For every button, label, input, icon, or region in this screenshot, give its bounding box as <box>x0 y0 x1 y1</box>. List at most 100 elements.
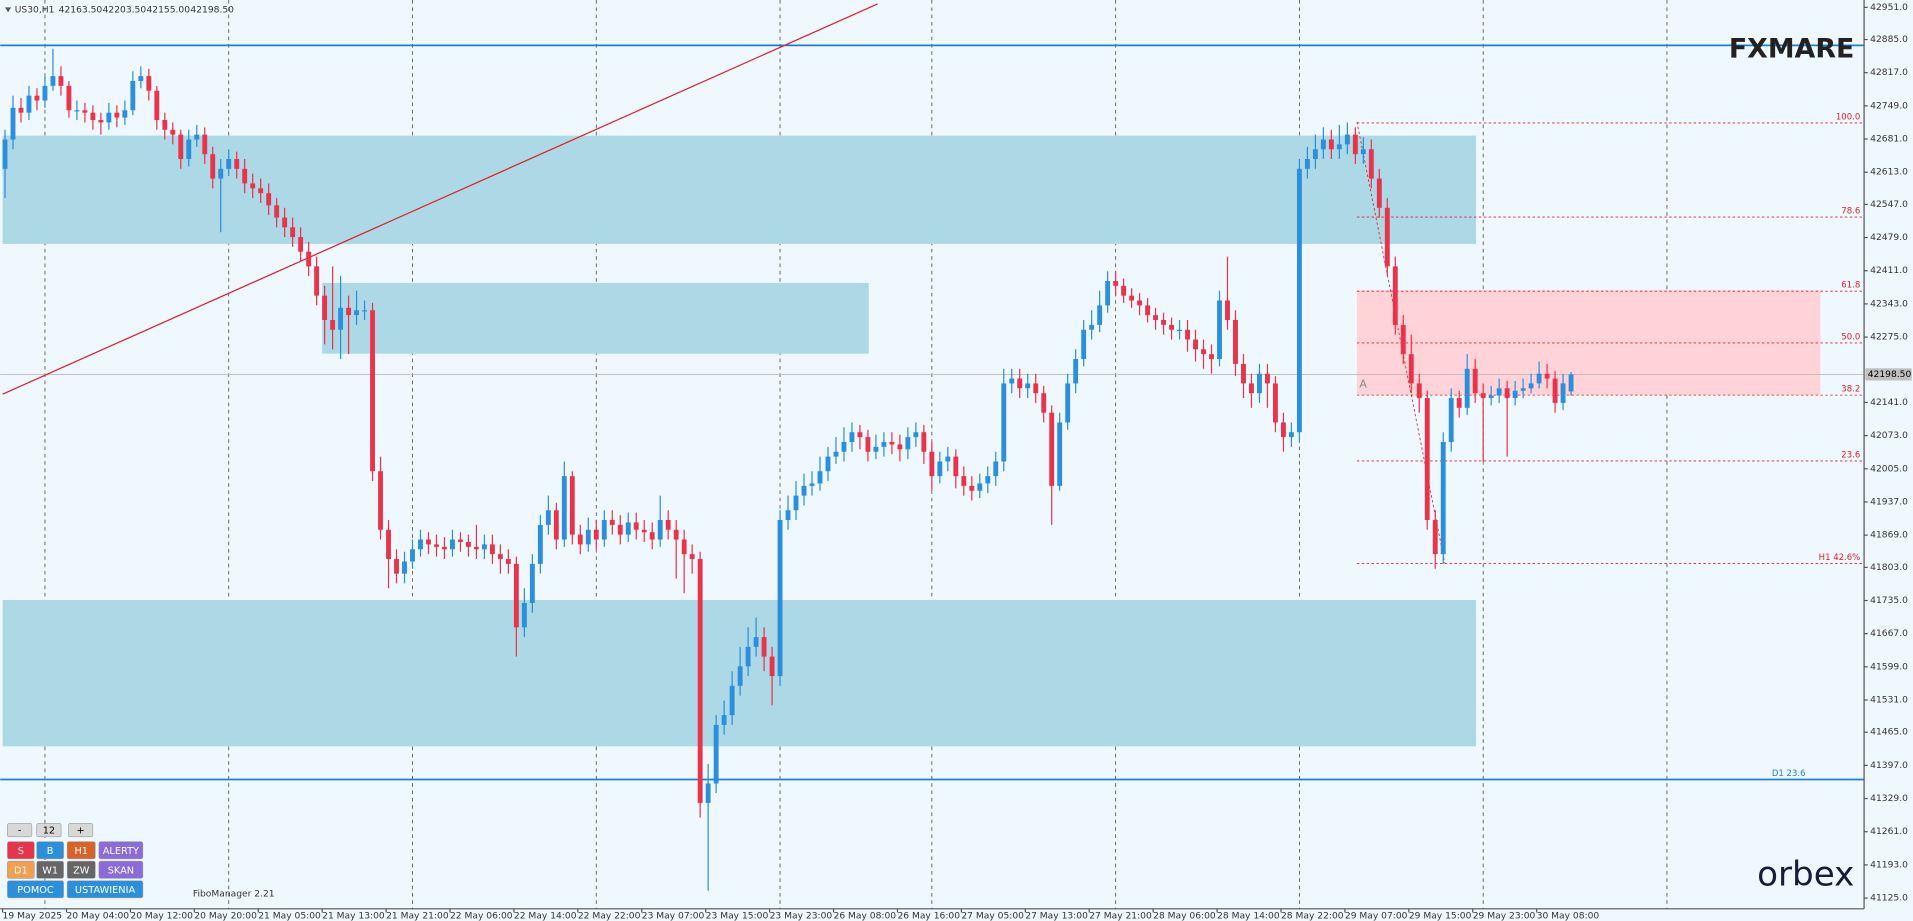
control-button[interactable]: S <box>7 841 35 860</box>
y-tick-label: 42141.0 <box>1870 398 1908 408</box>
candle-body <box>282 217 288 228</box>
candle-body <box>633 522 639 530</box>
candle-body <box>1440 441 1446 555</box>
control-button-bg[interactable] <box>36 841 64 860</box>
control-button-bg[interactable] <box>98 860 144 879</box>
y-tick-label: 42547.0 <box>1870 200 1908 210</box>
y-tick-label: 41531.0 <box>1870 696 1908 706</box>
fibo-label: 38.2 <box>1841 385 1860 395</box>
stepper-button-label[interactable]: - <box>18 826 22 837</box>
control-button[interactable]: ZW <box>66 860 96 879</box>
candle-body <box>1328 139 1334 150</box>
stepper-button[interactable]: - <box>7 823 33 838</box>
control-button-label[interactable]: H1 <box>74 846 88 857</box>
candle-body <box>497 554 503 560</box>
candle-body <box>809 483 815 486</box>
y-tick-label: 41329.0 <box>1870 794 1908 804</box>
candle-body <box>74 110 80 112</box>
candle-body <box>234 159 240 169</box>
candle-body <box>26 95 32 113</box>
candle-body <box>1137 300 1143 306</box>
stepper-button[interactable]: + <box>68 823 94 838</box>
control-button[interactable]: W1 <box>36 860 64 879</box>
control-button[interactable]: USTAWIENIA <box>66 880 144 899</box>
candle-body <box>1504 388 1510 399</box>
candle-body <box>106 112 112 123</box>
control-button-label[interactable]: ALERTY <box>103 846 139 857</box>
candle-body <box>1384 207 1390 267</box>
candle-body <box>1009 378 1015 384</box>
candle-body <box>489 544 495 555</box>
candle-body <box>889 441 895 445</box>
control-button-bg[interactable] <box>36 860 64 879</box>
candle-body <box>1209 354 1214 360</box>
y-tick-label: 42749.0 <box>1870 101 1908 111</box>
candle-body <box>122 110 128 118</box>
candle-body <box>617 524 623 535</box>
stepper-button[interactable]: 12 <box>36 823 62 838</box>
candle-body <box>729 685 735 716</box>
control-button-label[interactable]: W1 <box>42 865 58 876</box>
x-tick-label: 22 May 22:00 <box>578 912 641 921</box>
candle-body <box>849 432 855 442</box>
control-button-bg[interactable] <box>7 880 64 899</box>
control-button-label[interactable]: B <box>47 846 54 857</box>
candle-body <box>1249 383 1254 394</box>
candle-body <box>913 432 919 438</box>
y-tick-label: 41397.0 <box>1870 761 1908 771</box>
control-button-bg[interactable] <box>66 880 144 899</box>
candle-body <box>386 529 391 560</box>
candle-body <box>769 656 775 677</box>
control-button[interactable]: ALERTY <box>98 841 144 860</box>
candle-body <box>833 451 839 457</box>
stepper-button-label[interactable]: + <box>77 826 85 837</box>
zone <box>322 282 869 354</box>
control-button-bg[interactable] <box>66 860 96 879</box>
candle-body <box>1017 378 1023 389</box>
ui: US30,H1 42163.50 42203.50 42155.00 42198… <box>5 5 1854 900</box>
x-tick-label: 28 May 22:00 <box>1281 912 1344 921</box>
candle-body <box>178 134 184 160</box>
y-tick-label: 41803.0 <box>1870 563 1908 573</box>
candle-body <box>1376 178 1382 208</box>
control-button-bg[interactable] <box>7 860 35 879</box>
candle-body <box>258 188 264 194</box>
control-button-bg[interactable] <box>7 841 35 860</box>
candle-body <box>218 168 224 179</box>
candle-body <box>1217 300 1222 360</box>
y-tick-label: 41735.0 <box>1870 596 1908 606</box>
stepper-button-bg[interactable] <box>68 823 94 838</box>
candle-body <box>202 134 208 155</box>
stepper-button-bg[interactable] <box>36 823 62 838</box>
control-button[interactable]: SKAN <box>98 860 144 879</box>
control-button-label[interactable]: SKAN <box>108 865 134 876</box>
control-button-label[interactable]: USTAWIENIA <box>75 885 136 896</box>
control-button-bg[interactable] <box>98 841 144 860</box>
candle-body <box>593 529 599 540</box>
control-button-label[interactable]: S <box>18 846 24 857</box>
candle-body <box>1360 149 1366 155</box>
x-tick-label: 28 May 14:00 <box>1217 912 1280 921</box>
control-button-bg[interactable] <box>66 841 96 860</box>
candle-body <box>1065 383 1071 423</box>
candle-body <box>521 602 527 628</box>
control-button[interactable]: POMOC <box>7 880 64 899</box>
control-button[interactable]: B <box>36 841 64 860</box>
candle-body <box>681 539 687 555</box>
candle-body <box>306 251 312 267</box>
control-button[interactable]: D1 <box>7 860 35 879</box>
control-button-label[interactable]: D1 <box>14 865 28 876</box>
candle-body <box>274 205 280 218</box>
candle-body <box>378 471 383 530</box>
candle-body <box>130 80 136 111</box>
x-tick-label: 23 May 15:00 <box>706 912 769 921</box>
stepper-button-label[interactable]: 12 <box>43 826 55 837</box>
control-button-label[interactable]: ZW <box>73 865 90 876</box>
candle-body <box>673 529 679 540</box>
candle-body <box>1288 432 1294 438</box>
x-tick-label: 26 May 16:00 <box>897 912 960 921</box>
control-button-label[interactable]: POMOC <box>17 885 54 896</box>
stepper-button-bg[interactable] <box>7 823 33 838</box>
control-button[interactable]: H1 <box>66 841 96 860</box>
